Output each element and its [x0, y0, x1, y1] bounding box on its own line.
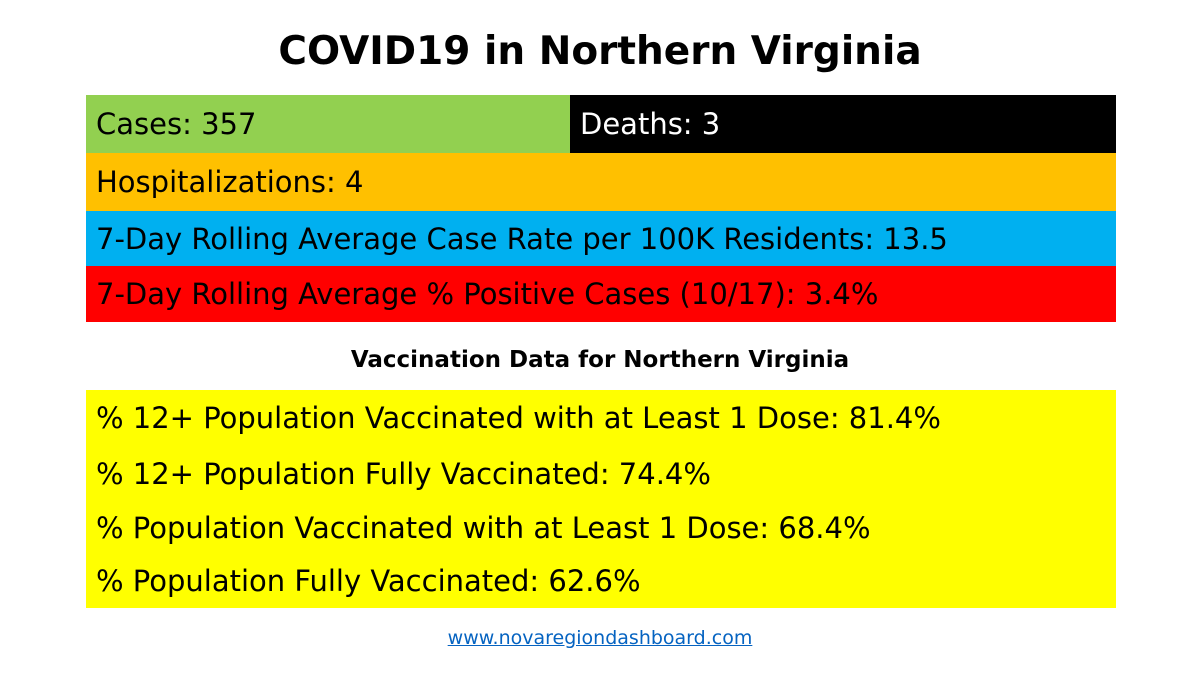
case-rate-box: 7-Day Rolling Average Case Rate per 100K… — [86, 211, 1116, 266]
vaccination-row: % 12+ Population Fully Vaccinated: 74.4% — [86, 446, 1116, 502]
deaths-box: Deaths: 3 — [570, 95, 1116, 153]
cases-box: Cases: 357 — [86, 95, 570, 153]
page-title: COVID19 in Northern Virginia — [278, 29, 922, 74]
vaccination-heading: Vaccination Data for Northern Virginia — [350, 347, 850, 373]
percent-positive-box: 7-Day Rolling Average % Positive Cases (… — [86, 266, 1116, 322]
vaccination-row-label: % 12+ Population Vaccinated with at Leas… — [96, 401, 941, 435]
vaccination-row-label: % Population Vaccinated with at Least 1 … — [96, 511, 871, 545]
vaccination-row: % Population Vaccinated with at Least 1 … — [86, 502, 1116, 554]
vaccination-row-label: % Population Fully Vaccinated: 62.6% — [96, 564, 641, 598]
vaccination-row-label: % 12+ Population Fully Vaccinated: 74.4% — [96, 457, 711, 491]
hospitalizations-label: Hospitalizations: 4 — [96, 165, 364, 199]
case-rate-label: 7-Day Rolling Average Case Rate per 100K… — [96, 221, 948, 256]
vaccination-row: % Population Fully Vaccinated: 62.6% — [86, 554, 1116, 608]
vaccination-row: % 12+ Population Vaccinated with at Leas… — [86, 390, 1116, 446]
percent-positive-label: 7-Day Rolling Average % Positive Cases (… — [96, 277, 879, 311]
deaths-label: Deaths: 3 — [580, 107, 721, 141]
dashboard-link[interactable]: www.novaregiondashboard.com — [447, 627, 753, 649]
cases-label: Cases: 357 — [96, 107, 257, 141]
hospitalizations-box: Hospitalizations: 4 — [86, 153, 1116, 211]
